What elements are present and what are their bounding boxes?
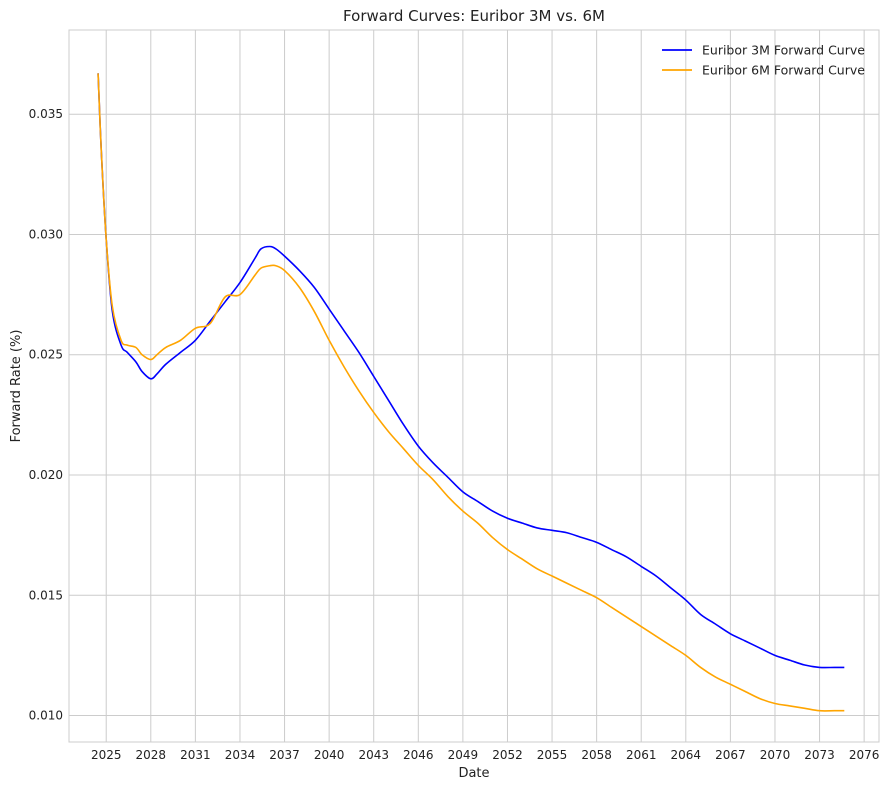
series-layer bbox=[97, 73, 845, 712]
y-tick-label: 0.015 bbox=[29, 588, 63, 602]
y-axis-label: Forward Rate (%) bbox=[9, 330, 24, 443]
y-tick-label: 0.010 bbox=[29, 709, 63, 723]
series-line-euribor-6m bbox=[97, 73, 845, 712]
y-tick-label: 0.030 bbox=[29, 227, 63, 241]
chart-title: Forward Curves: Euribor 3M vs. 6M bbox=[343, 7, 605, 25]
x-tick-label: 2049 bbox=[448, 748, 479, 762]
x-axis-ticks: 2025 2028 2031 2034 2037 2040 2043 2046 2049 2052… bbox=[91, 748, 879, 762]
x-tick-label: 2064 bbox=[671, 748, 702, 762]
x-tick-label: 2046 bbox=[403, 748, 434, 762]
series-line-euribor-3m bbox=[97, 73, 845, 669]
legend-label-euribor-6m: Euribor 6M Forward Curve bbox=[702, 63, 865, 78]
y-tick-label: 0.020 bbox=[29, 468, 63, 482]
x-tick-label: 2076 bbox=[849, 748, 880, 762]
x-tick-label: 2070 bbox=[760, 748, 791, 762]
x-tick-label: 2052 bbox=[492, 748, 523, 762]
x-tick-label: 2061 bbox=[626, 748, 657, 762]
grid bbox=[69, 30, 879, 742]
x-tick-label: 2073 bbox=[804, 748, 835, 762]
x-tick-label: 2031 bbox=[180, 748, 211, 762]
x-tick-label: 2028 bbox=[136, 748, 167, 762]
x-tick-label: 2025 bbox=[91, 748, 122, 762]
x-tick-label: 2067 bbox=[715, 748, 746, 762]
x-axis-label: Date bbox=[458, 766, 489, 781]
y-tick-label: 0.035 bbox=[29, 107, 63, 121]
x-tick-label: 2055 bbox=[537, 748, 568, 762]
x-tick-label: 2058 bbox=[581, 748, 612, 762]
x-tick-label: 2034 bbox=[225, 748, 256, 762]
legend-label-euribor-3m: Euribor 3M Forward Curve bbox=[702, 43, 865, 58]
x-tick-label: 2043 bbox=[358, 748, 389, 762]
x-tick-label: 2037 bbox=[269, 748, 300, 762]
y-axis-ticks: 0.010 0.015 0.020 0.025 0.030 0.035 bbox=[29, 107, 63, 722]
y-tick-label: 0.025 bbox=[29, 348, 63, 362]
plot-frame bbox=[68, 29, 880, 743]
x-tick-label: 2040 bbox=[314, 748, 345, 762]
legend: Euribor 3M Forward Curve Euribor 6M Forwa… bbox=[662, 43, 865, 78]
